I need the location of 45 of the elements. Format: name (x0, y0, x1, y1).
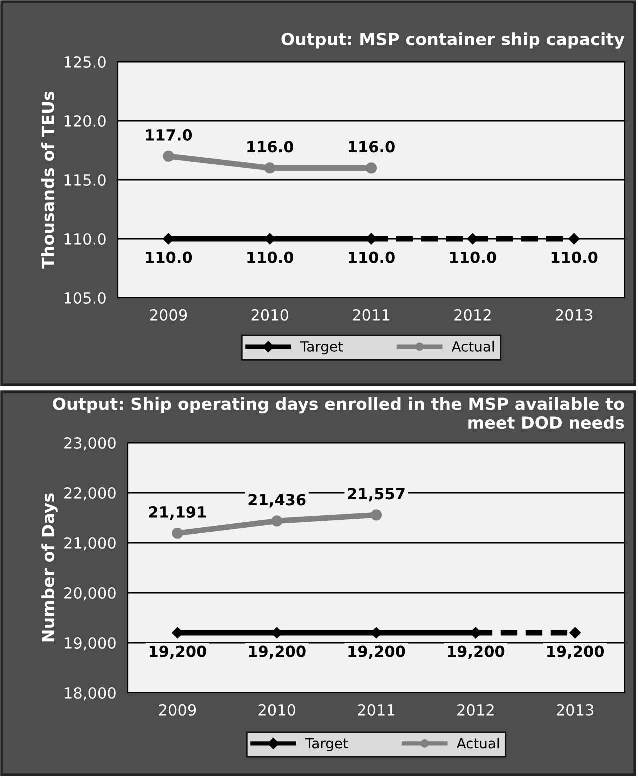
data-label: 21,557 (348, 488, 405, 502)
data-label: 116.0 (248, 141, 294, 153)
data-label: 116.0 (349, 141, 395, 153)
legend-label: Actual (456, 738, 499, 749)
y-tick-label: 20,000 (64, 587, 116, 601)
data-label: 19,200 (548, 646, 604, 660)
x-tick-label: 2009 (150, 309, 188, 321)
legend-label: Target (300, 342, 344, 355)
y-tick-label: 115.0 (64, 174, 106, 186)
data-label: 21,191 (149, 506, 206, 520)
data-label: 19,200 (249, 646, 306, 660)
x-tick-label: 2011 (353, 309, 390, 321)
x-tick-label: 2013 (556, 704, 594, 716)
y-axis-title: Number of Days (42, 494, 58, 642)
y-axis-title: Thousands of TEUs (41, 92, 54, 269)
x-tick-label: 2011 (358, 704, 395, 716)
data-label: 110.0 (552, 252, 598, 264)
data-label: 110.0 (349, 252, 395, 264)
chart-title: Output: MSP container ship capacity (282, 32, 625, 49)
y-tick-label: 125.0 (64, 56, 106, 68)
legend-label: Target (305, 738, 348, 752)
x-tick-label: 2013 (556, 309, 593, 321)
y-tick-label: 22,000 (64, 487, 116, 501)
y-tick-label: 18,000 (65, 687, 116, 701)
y-tick-label: 105.0 (64, 292, 106, 304)
data-label: 21,436 (248, 494, 306, 508)
data-label: 110.0 (450, 252, 496, 264)
data-label: 19,200 (448, 646, 505, 660)
y-tick-label: 23,000 (64, 437, 116, 451)
y-tick-label: 110.0 (64, 233, 106, 246)
data-label: 110.0 (248, 252, 294, 264)
y-tick-label: 19,000 (65, 637, 116, 651)
x-tick-label: 2010 (258, 704, 296, 716)
data-label: 19,200 (348, 646, 406, 660)
chart-title: Output: Ship operating days enrolled in the MSP available to meet DOD needs (53, 397, 624, 430)
x-tick-label: 2009 (159, 704, 196, 716)
legend-label: Actual (452, 341, 494, 352)
data-label: 19,200 (150, 646, 206, 660)
x-tick-label: 2012 (454, 309, 491, 321)
data-label: 117.0 (146, 129, 192, 141)
y-tick-label: 120.0 (64, 115, 106, 128)
y-tick-label: 21,000 (64, 537, 116, 551)
x-tick-label: 2012 (458, 704, 494, 716)
data-label: 110.0 (146, 252, 192, 264)
x-tick-label: 2010 (252, 309, 289, 321)
